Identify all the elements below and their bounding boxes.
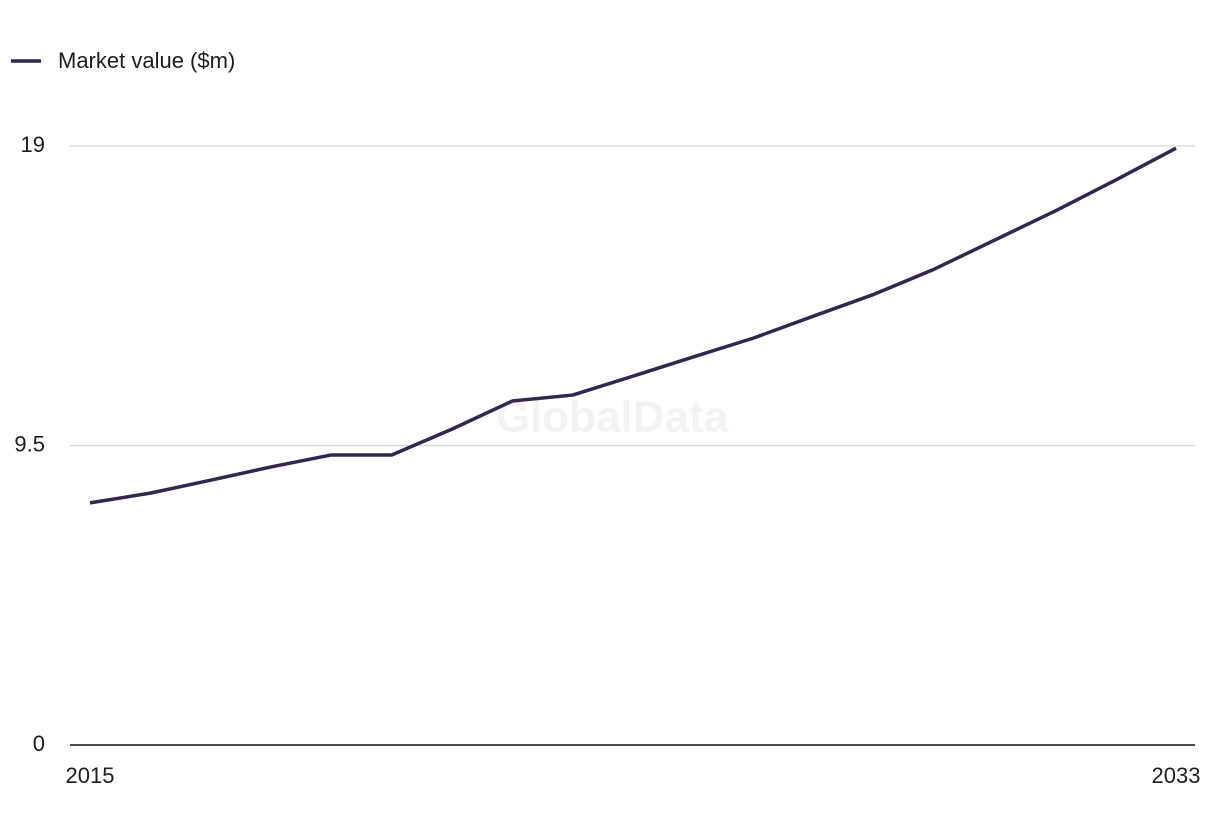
x-tick-label: 2033 — [1152, 763, 1201, 788]
line-series — [89, 146, 1177, 505]
y-tick-label: 9.5 — [14, 431, 45, 456]
y-tick-label: 0 — [33, 731, 45, 756]
y-tick-label: 19 — [21, 132, 45, 157]
x-tick-label: 2015 — [66, 763, 115, 788]
watermark: GlobalData — [496, 393, 729, 442]
legend-label: Market value ($m) — [58, 48, 235, 73]
